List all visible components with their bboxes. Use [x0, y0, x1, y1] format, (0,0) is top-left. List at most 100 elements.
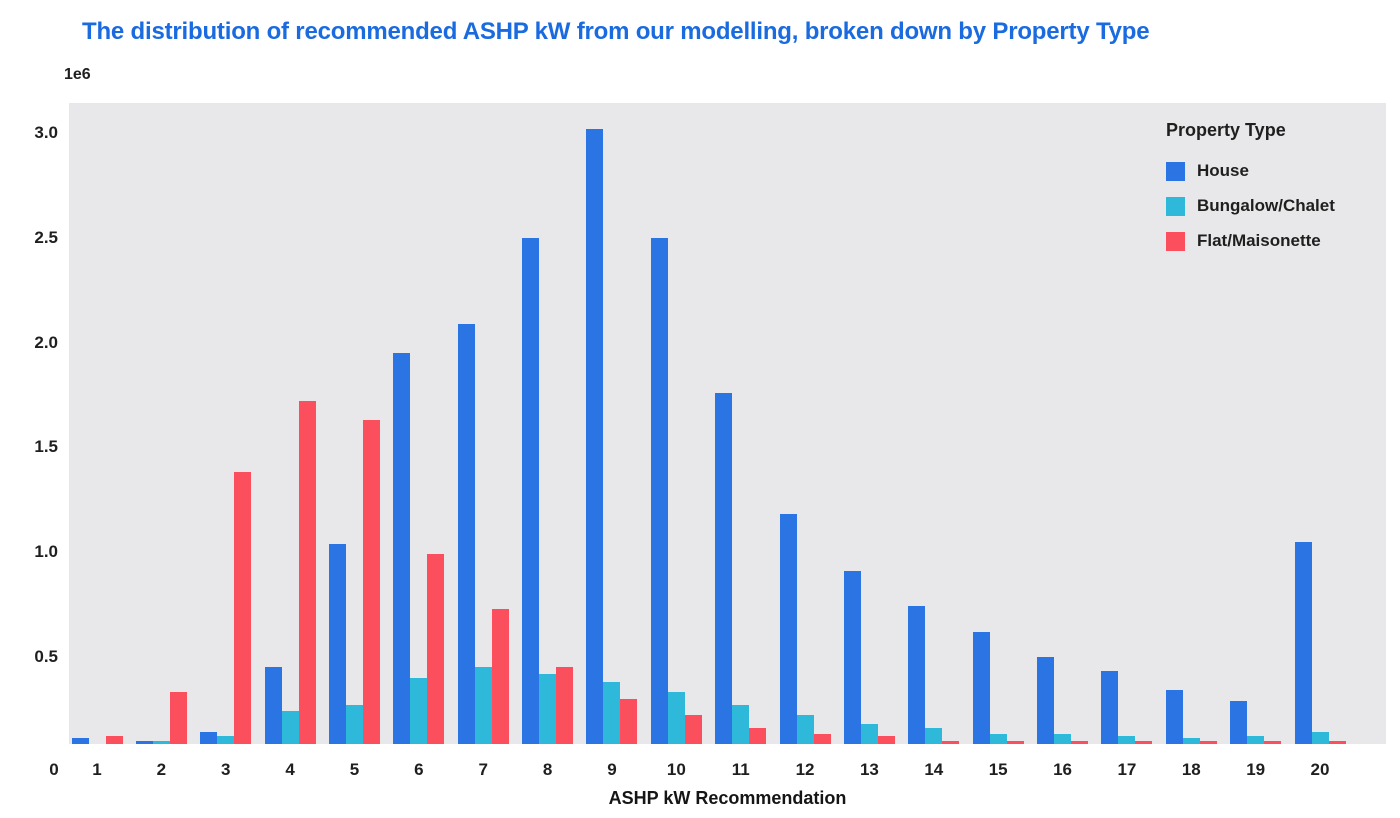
bar-bungalow-chalet-kw6	[410, 677, 428, 744]
bar-house-kw13	[843, 570, 861, 744]
bar-flat-maisonette-kw4	[298, 401, 316, 744]
bar-flat-maisonette-kw10	[684, 715, 702, 744]
bar-flat-maisonette-kw2	[169, 692, 187, 744]
bar-flat-maisonette-kw19	[1264, 740, 1282, 744]
bar-flat-maisonette-kw11	[749, 727, 767, 744]
bar-bungalow-chalet-kw2	[152, 740, 170, 744]
bar-flat-maisonette-kw12	[813, 734, 831, 744]
bar-bungalow-chalet-kw19	[1247, 736, 1265, 744]
bar-house-kw1	[71, 738, 89, 744]
bar-house-kw14	[908, 606, 926, 744]
bar-bungalow-chalet-kw14	[925, 727, 943, 744]
legend: Property Type House Bungalow/Chalet Flat/M…	[1166, 120, 1335, 266]
bar-house-kw10	[650, 237, 668, 744]
legend-label: House	[1197, 161, 1249, 180]
x-tick-label: 6	[414, 760, 424, 779]
bar-bungalow-chalet-kw18	[1182, 738, 1200, 744]
x-tick-label: 11	[731, 760, 750, 779]
x-tick-label: 18	[1181, 760, 1201, 779]
bar-house-kw4	[264, 667, 282, 744]
y-axis-offset-label: 1e6	[64, 66, 91, 83]
x-tick-label: 3	[221, 760, 231, 779]
bar-flat-maisonette-kw17	[1135, 740, 1153, 744]
legend-item-bungalow-chalet: Bungalow/Chalet	[1166, 196, 1335, 216]
bar-house-kw6	[393, 353, 411, 744]
y-tick-label: 2.5	[34, 227, 58, 247]
bar-flat-maisonette-kw6	[427, 554, 445, 744]
bar-house-kw7	[457, 323, 475, 744]
bar-bungalow-chalet-kw3	[217, 736, 235, 744]
legend-label: Bungalow/Chalet	[1197, 196, 1335, 215]
bar-house-kw5	[328, 543, 346, 744]
bar-flat-maisonette-kw1	[105, 736, 123, 744]
x-tick-label: 16	[1053, 760, 1073, 779]
legend-item-flat-maisonette: Flat/Maisonette	[1166, 231, 1335, 251]
bar-bungalow-chalet-kw8	[539, 673, 557, 744]
legend-items: House Bungalow/Chalet Flat/Maisonette	[1166, 161, 1335, 251]
bar-flat-maisonette-kw9	[620, 698, 638, 744]
bar-house-kw15	[972, 631, 990, 744]
bar-bungalow-chalet-kw13	[860, 723, 878, 744]
legend-swatch-icon	[1166, 161, 1185, 181]
x-tick-label: 4	[285, 760, 295, 779]
x-tick-label: 12	[795, 760, 815, 779]
bar-house-kw3	[200, 732, 218, 744]
x-tick-label: 8	[542, 760, 553, 779]
y-tick-label: 1.0	[34, 542, 58, 561]
legend-item-house: House	[1166, 161, 1335, 181]
chart-title: The distribution of recommended ASHP kW …	[82, 18, 1150, 45]
bar-house-kw12	[779, 514, 797, 744]
bar-bungalow-chalet-kw16	[1054, 734, 1072, 744]
bar-flat-maisonette-kw14	[942, 740, 960, 744]
bar-house-kw16	[1037, 656, 1055, 744]
y-tick-label: 2.0	[34, 332, 58, 352]
x-tick-label: 17	[1117, 760, 1137, 779]
y-tick-label: 3.0	[34, 123, 58, 143]
bar-flat-maisonette-kw15	[1006, 740, 1024, 744]
bar-bungalow-chalet-kw15	[989, 734, 1007, 744]
bar-bungalow-chalet-kw5	[345, 704, 363, 744]
x-axis-label: ASHP kW Recommendation	[608, 788, 847, 808]
x-tick-label: 9	[607, 760, 617, 779]
bar-flat-maisonette-kw5	[362, 420, 380, 744]
bar-flat-maisonette-kw20	[1328, 740, 1346, 744]
bar-flat-maisonette-kw3	[234, 472, 252, 744]
x-tick-label: 0	[49, 760, 59, 779]
bar-house-kw2	[135, 740, 153, 744]
bar-flat-maisonette-kw13	[877, 736, 895, 744]
bar-house-kw20	[1294, 541, 1312, 744]
legend-swatch-icon	[1166, 231, 1185, 251]
legend-title: Property Type	[1166, 120, 1286, 140]
bar-flat-maisonette-kw8	[556, 667, 574, 744]
bar-house-kw18	[1165, 690, 1183, 744]
y-tick-label: 0.5	[34, 646, 58, 666]
x-tick-label: 20	[1310, 760, 1330, 779]
bar-bungalow-chalet-kw4	[281, 711, 299, 744]
bar-house-kw8	[522, 237, 540, 744]
x-tick-label: 2	[156, 760, 167, 779]
bar-bungalow-chalet-kw12	[796, 715, 814, 744]
bar-bungalow-chalet-kw9	[603, 681, 621, 744]
x-tick-label: 5	[349, 760, 360, 779]
bar-house-kw9	[586, 129, 604, 744]
x-tick-label: 10	[666, 760, 686, 779]
y-tick-label: 1.5	[34, 437, 58, 457]
bar-flat-maisonette-kw18	[1199, 740, 1217, 744]
bar-flat-maisonette-kw16	[1071, 740, 1089, 744]
bar-bungalow-chalet-kw11	[732, 704, 750, 744]
bar-house-kw11	[715, 392, 733, 744]
bar-flat-maisonette-kw7	[491, 608, 509, 744]
legend-label: Flat/Maisonette	[1197, 231, 1321, 250]
bar-bungalow-chalet-kw7	[474, 667, 492, 744]
bar-bungalow-chalet-kw20	[1311, 732, 1329, 744]
bar-bungalow-chalet-kw17	[1118, 736, 1136, 744]
x-tick-label: 13	[859, 760, 879, 779]
x-tick-label: 19	[1246, 760, 1266, 779]
legend-swatch-icon	[1166, 196, 1185, 216]
x-tick-label: 1	[92, 760, 102, 779]
x-tick-label: 14	[924, 760, 944, 779]
bar-house-kw17	[1101, 671, 1119, 744]
x-tick-label: 15	[988, 760, 1008, 779]
x-tick-label: 7	[478, 760, 488, 779]
